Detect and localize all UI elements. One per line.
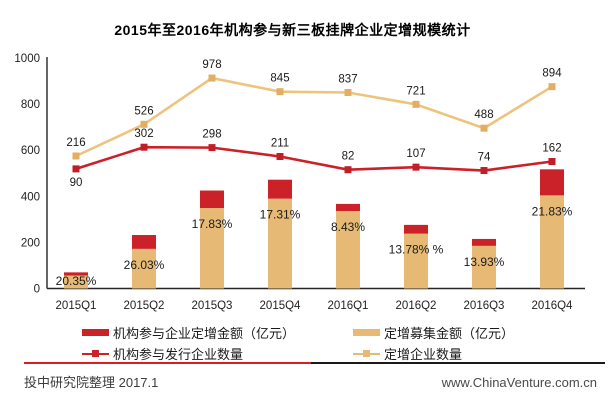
bar-swatch-icon bbox=[82, 329, 109, 336]
x-tick-label: 2015Q3 bbox=[192, 300, 233, 312]
line-value-label: 978 bbox=[202, 59, 221, 71]
bar-institution-amount bbox=[200, 190, 224, 209]
bar-institution-amount bbox=[336, 203, 360, 212]
x-tick-label: 2015Q2 bbox=[124, 300, 165, 312]
line-marker-icon bbox=[412, 163, 420, 171]
plot-area: 1000 800 600 400 200 0 20.35% 2015Q1 26.03% 2015Q… bbox=[14, 53, 585, 312]
line-swatch-icon bbox=[353, 349, 380, 358]
source-credit: 投中研究院整理 2017.1 bbox=[24, 375, 159, 390]
line-marker-icon bbox=[412, 100, 420, 108]
legend-item-institution-amount: 机构参与企业定增金额（亿元） bbox=[82, 322, 295, 343]
legend-row-2: 机构参与发行企业数量 定增企业数量 bbox=[0, 343, 610, 364]
line-value-label: 894 bbox=[542, 68, 562, 80]
line-marker-icon bbox=[276, 153, 284, 161]
legend-item-raised-amount: 定增募集金额（亿元） bbox=[353, 322, 514, 343]
y-tick-label: 0 bbox=[34, 284, 40, 296]
line-marker-icon bbox=[72, 165, 80, 173]
line-value-label: 82 bbox=[342, 151, 355, 163]
legend-label: 定增募集金额（亿元） bbox=[384, 326, 515, 341]
y-tick-label: 600 bbox=[21, 145, 40, 157]
line-value-label: 216 bbox=[66, 137, 85, 149]
line-swatch-icon bbox=[82, 349, 109, 358]
line-marker-icon bbox=[344, 88, 352, 96]
line-value-label: 162 bbox=[542, 143, 561, 155]
line-value-label: 488 bbox=[474, 109, 493, 121]
line-company-count bbox=[75, 76, 553, 158]
legend-label: 机构参与发行企业数量 bbox=[113, 347, 244, 362]
line-value-label: 298 bbox=[202, 129, 221, 141]
x-tick-label: 2015Q4 bbox=[260, 300, 302, 312]
chart-title: 2015年至2016年机构参与新三板挂牌企业定增规模统计 bbox=[114, 22, 471, 38]
bar-raised-amount bbox=[268, 198, 292, 289]
legend-label: 机构参与企业定增金额（亿元） bbox=[113, 326, 296, 341]
line-marker-icon bbox=[276, 88, 284, 96]
legend-label: 定增企业数量 bbox=[384, 347, 463, 362]
line-marker-icon bbox=[480, 167, 488, 175]
line-marker-icon bbox=[548, 158, 556, 166]
pct-label: 8.43% bbox=[331, 220, 365, 234]
bar-raised-amount bbox=[200, 208, 224, 289]
bar-raised-amount bbox=[132, 248, 156, 289]
y-tick-label: 1000 bbox=[14, 53, 40, 65]
line-marker-icon bbox=[548, 83, 556, 91]
y-tick-label: 400 bbox=[21, 191, 40, 203]
bar-institution-amount bbox=[132, 235, 156, 249]
footer-separator-dark bbox=[311, 362, 605, 364]
line-value-label: 107 bbox=[406, 148, 425, 160]
line-value-label: 74 bbox=[478, 152, 491, 164]
line-marker-icon bbox=[344, 166, 352, 174]
line-value-label: 721 bbox=[406, 85, 425, 97]
bar-swatch-icon bbox=[353, 329, 380, 336]
bar-institution-amount bbox=[472, 238, 496, 246]
line-marker-icon bbox=[140, 143, 148, 151]
bar-institution-amount bbox=[404, 224, 428, 234]
pct-label: 20.35% bbox=[56, 274, 97, 288]
bar-institution-amount bbox=[540, 169, 564, 196]
pct-label: 26.03% bbox=[124, 258, 165, 272]
bar-institution-amount bbox=[268, 179, 292, 199]
x-tick-label: 2015Q1 bbox=[56, 300, 97, 312]
y-tick-label: 800 bbox=[21, 99, 40, 111]
bar-raised-amount bbox=[336, 211, 360, 289]
line-value-label: 211 bbox=[271, 138, 289, 150]
pct-label: 13.78% % bbox=[389, 243, 444, 257]
legend-item-company-count: 定增企业数量 bbox=[353, 343, 462, 364]
line-value-label: 526 bbox=[134, 105, 153, 117]
bar-raised-amount bbox=[404, 233, 428, 289]
website-link[interactable]: www.ChinaVenture.com.cn bbox=[441, 375, 597, 390]
x-tick-label: 2016Q4 bbox=[532, 300, 574, 312]
legend-item-institution-count: 机构参与发行企业数量 bbox=[82, 343, 243, 364]
legend-row-1: 机构参与企业定增金额（亿元） 定增募集金额（亿元） bbox=[0, 322, 610, 343]
line-value-label: 90 bbox=[70, 177, 83, 189]
x-tick-label: 2016Q3 bbox=[464, 300, 505, 312]
bar-raised-amount bbox=[472, 245, 496, 289]
footer-separator bbox=[24, 362, 605, 364]
line-value-label: 302 bbox=[134, 128, 153, 140]
pct-label: 17.31% bbox=[260, 208, 301, 222]
bar-institution-amount bbox=[64, 272, 88, 276]
line-institution-count bbox=[75, 145, 553, 172]
bar-raised-amount bbox=[64, 275, 88, 289]
pct-label: 21.83% bbox=[532, 204, 573, 218]
pct-label: 17.83% bbox=[192, 217, 233, 231]
line-marker-icon bbox=[480, 124, 488, 132]
line-marker-icon bbox=[140, 120, 148, 128]
footer: 投中研究院整理 2017.1 www.ChinaVenture.com.cn bbox=[24, 372, 597, 391]
bar-raised-amount bbox=[540, 195, 564, 289]
y-tick-label: 200 bbox=[21, 237, 40, 249]
legend: 机构参与企业定增金额（亿元） 定增募集金额（亿元） 机构参与发行企业数量 定增企… bbox=[0, 322, 610, 364]
pct-label: 13.93% bbox=[464, 255, 505, 269]
line-value-label: 837 bbox=[338, 73, 357, 85]
line-marker-icon bbox=[72, 152, 80, 160]
x-tick-label: 2016Q2 bbox=[396, 300, 437, 312]
line-value-label: 845 bbox=[270, 73, 289, 85]
footer-separator-red bbox=[24, 362, 311, 364]
line-marker-icon bbox=[208, 144, 216, 152]
line-marker-icon bbox=[208, 74, 216, 82]
x-tick-label: 2016Q1 bbox=[328, 300, 369, 312]
